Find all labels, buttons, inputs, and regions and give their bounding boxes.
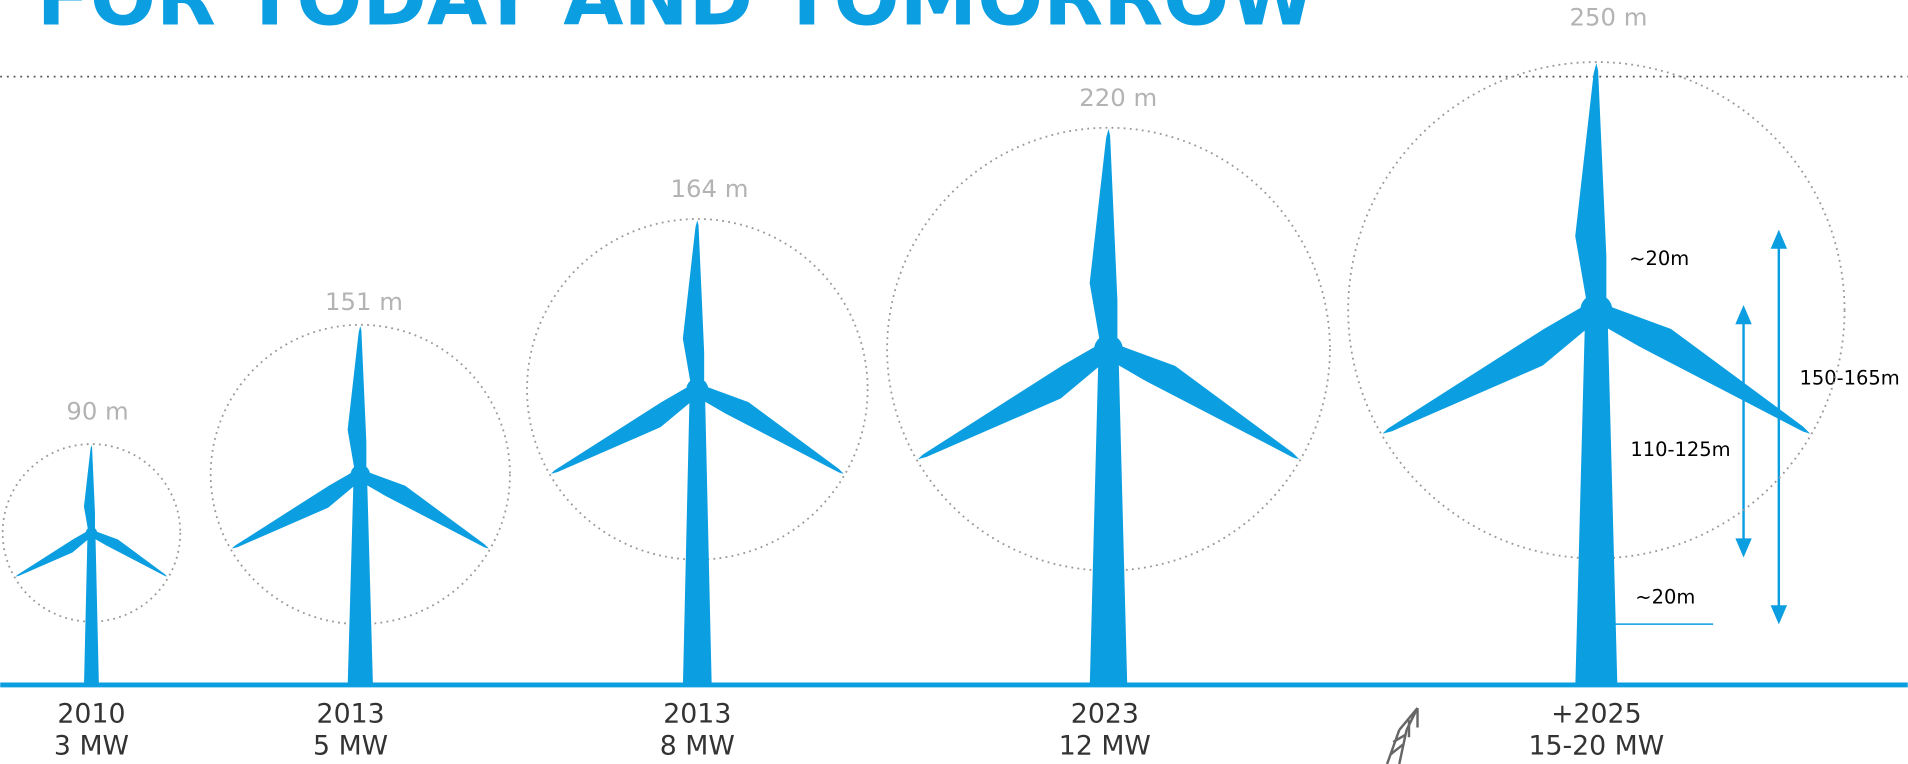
hub	[1094, 334, 1123, 364]
hub	[350, 464, 370, 485]
hub	[1580, 294, 1613, 327]
power-label: 8 MW	[660, 730, 735, 761]
blade	[231, 472, 359, 549]
blade	[682, 220, 705, 383]
year-label: 2010	[57, 699, 125, 730]
blade	[550, 386, 695, 474]
height-label: 250 m	[1570, 3, 1648, 32]
blade	[83, 445, 96, 530]
dimension-arrows	[1608, 229, 1788, 625]
blade	[362, 472, 489, 549]
height-label: 151 m	[325, 287, 403, 316]
tower	[347, 474, 373, 685]
height-label: 164 m	[671, 174, 749, 203]
height-label: 90 m	[66, 397, 128, 426]
tower	[682, 389, 712, 685]
rotor-circle	[209, 323, 511, 626]
blade	[347, 326, 367, 469]
rotor-circle	[1, 443, 182, 623]
height-label: 220 m	[1079, 83, 1157, 112]
year-label: 2023	[1071, 699, 1139, 730]
crane-icon	[1385, 707, 1419, 764]
annotation: ~20m	[1635, 585, 1695, 608]
blade	[1111, 345, 1300, 460]
blade	[1575, 63, 1607, 301]
hub	[85, 527, 98, 539]
tower	[84, 532, 99, 685]
blade	[92, 531, 168, 577]
power-label: 5 MW	[313, 730, 388, 761]
power-label: 12 MW	[1059, 730, 1151, 761]
annotation: 110-125m	[1630, 438, 1730, 461]
power-label: 15-20 MW	[1528, 730, 1664, 761]
blade	[699, 386, 844, 474]
year-label: +2025	[1551, 699, 1642, 730]
blade	[1599, 306, 1811, 434]
blade	[917, 345, 1106, 460]
year-label: 2013	[663, 699, 731, 730]
annotation: ~20m	[1629, 247, 1689, 270]
rotor-circle	[526, 218, 869, 561]
power-label: 3 MW	[54, 730, 129, 761]
title: FOR TODAY AND TOMORROW	[37, 0, 1316, 43]
tower	[1089, 349, 1128, 685]
blade	[15, 531, 91, 577]
year-label: 2013	[317, 699, 385, 730]
annotation: 150-165m	[1800, 366, 1900, 389]
blade	[1089, 128, 1118, 341]
blade	[1382, 306, 1593, 434]
hub	[686, 378, 709, 401]
tower	[1575, 310, 1618, 685]
